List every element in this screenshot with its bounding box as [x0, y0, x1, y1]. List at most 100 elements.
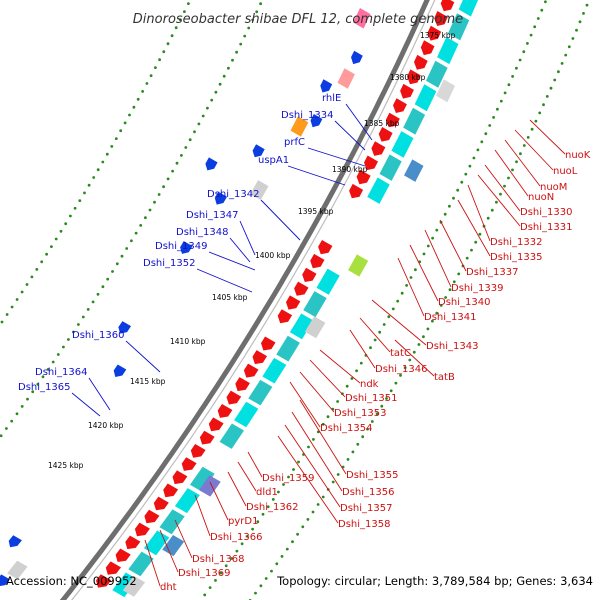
kbp-tick-label: 1420 kbp — [88, 421, 124, 430]
pos-leader-line — [504, 139, 541, 187]
track-dot — [56, 353, 60, 356]
track-dot — [476, 148, 480, 152]
track-dot — [201, 114, 205, 118]
track-dot — [282, 483, 285, 486]
track-dot — [346, 458, 350, 461]
track-dot — [101, 160, 105, 164]
track-dot — [564, 53, 568, 57]
track-dot — [582, 12, 585, 15]
cds-block — [262, 357, 287, 384]
track-dot — [391, 307, 395, 311]
kbp-tick-label: 1385 kbp — [364, 119, 400, 128]
track-dot — [256, 520, 260, 524]
track-dot — [69, 214, 72, 218]
gene-arrow — [349, 183, 364, 199]
track-dot — [227, 66, 230, 70]
track-dot — [544, 0, 547, 4]
track-dot — [396, 299, 400, 303]
pos-leader-line — [467, 184, 491, 242]
track-dot — [538, 111, 542, 115]
track-dot — [264, 577, 268, 580]
pos-gene-label: Dshi_1366 — [210, 532, 262, 543]
pos-gene-label: nuoL — [553, 166, 578, 177]
neg-gene-label: uspA1 — [258, 155, 289, 166]
accent-block — [348, 254, 369, 277]
neg-gene-arrow — [180, 241, 193, 254]
pos-gene-label: ndk — [360, 379, 379, 390]
neg-leader-line — [260, 199, 301, 241]
pos-leader-line — [397, 257, 425, 317]
track-dot — [153, 200, 156, 204]
neg-leader-line — [71, 392, 101, 417]
track-dot — [239, 42, 243, 46]
track-dot — [184, 146, 188, 149]
track-dot — [115, 262, 119, 266]
track-dot — [59, 229, 63, 233]
track-dot — [507, 176, 510, 180]
track-dot — [296, 532, 299, 536]
track-dot — [316, 503, 320, 506]
track-dot — [495, 200, 498, 204]
track-dot — [285, 547, 289, 551]
gene-arrow — [181, 457, 197, 471]
neg-gene-arrow — [310, 114, 323, 128]
track-dot — [266, 505, 270, 509]
track-dot — [456, 188, 460, 192]
track-dot — [259, 584, 263, 588]
pos-gene-label: dht — [160, 582, 177, 593]
neg-gene-arrow — [214, 191, 227, 205]
track-dot — [359, 361, 363, 365]
accent-block — [404, 159, 424, 182]
track-dot — [472, 156, 476, 160]
pos-leader-line — [289, 381, 321, 428]
track-dot — [145, 82, 149, 85]
cds-block — [128, 551, 154, 577]
track-dot — [275, 562, 279, 566]
track-dot — [515, 160, 518, 164]
track-dot — [114, 137, 118, 141]
track-dot — [412, 350, 416, 354]
topology-text: Topology: circular; Length: 3,789,584 bp… — [276, 574, 593, 588]
track-dot — [321, 495, 325, 499]
track-dot — [507, 83, 511, 87]
neg-leader-line — [88, 377, 111, 411]
gene-arrow — [286, 295, 301, 310]
track-dot — [170, 34, 174, 38]
track-dot — [132, 105, 136, 109]
track-dot — [431, 319, 434, 323]
gene-arrow — [407, 69, 421, 85]
cds-block — [458, 0, 479, 17]
cds-block — [426, 60, 448, 88]
track-dot — [414, 268, 417, 272]
track-dot — [162, 185, 166, 189]
track-dot — [86, 308, 90, 311]
neg-gene-arrow — [205, 157, 218, 171]
track-dot — [503, 184, 506, 188]
track-dot — [355, 369, 358, 373]
track-dot — [426, 244, 430, 248]
track-dot — [259, 2, 262, 6]
kbp-tick-label: 1415 kbp — [130, 377, 166, 386]
pos-leader-line — [299, 399, 347, 475]
track-dot — [287, 475, 290, 479]
track-dot — [452, 196, 455, 200]
track-dot — [10, 419, 14, 423]
track-dot — [321, 422, 325, 426]
track-dot — [10, 305, 14, 309]
track-dot — [78, 199, 82, 203]
track-dot — [490, 208, 494, 212]
neg-gene-label: Dshi_1342 — [207, 189, 259, 200]
neg-leader-line — [208, 251, 256, 271]
track-dot — [350, 377, 354, 380]
gene-labels: rhlE Dshi_1334 prfC uspA1 Dshi_1342 Dshi_1347… — [18, 93, 591, 593]
kbp-tick-label: 1425 kbp — [48, 461, 84, 470]
track-dot — [0, 434, 3, 438]
track-dot — [522, 144, 526, 147]
gene-arrow — [252, 350, 267, 365]
track-dot — [526, 42, 529, 45]
gene-arrow — [190, 444, 206, 458]
track-dot — [465, 256, 469, 260]
track-dot — [431, 236, 434, 240]
neg-gene-arrow — [8, 535, 22, 548]
track-dot — [35, 268, 39, 271]
